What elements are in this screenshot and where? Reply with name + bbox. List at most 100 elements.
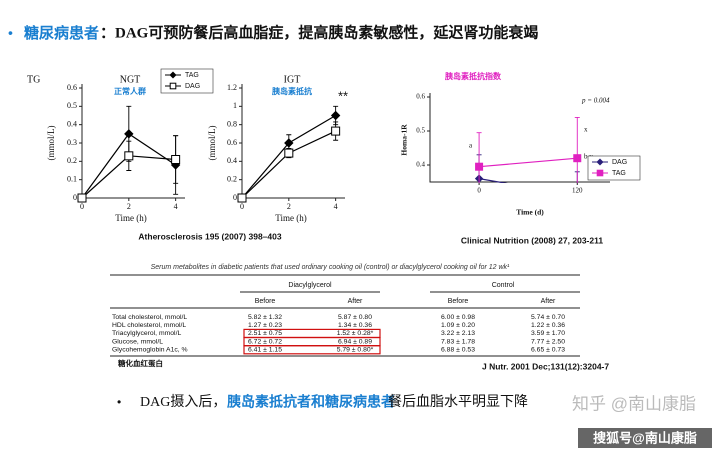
plot: [237, 105, 341, 203]
marker: [237, 193, 247, 203]
annotation: a: [469, 142, 473, 150]
x-tick-label: 0: [240, 202, 244, 211]
table-cell: 6.41 ± 1.15: [248, 347, 282, 354]
table-cell: 1.27 ± 0.23: [248, 322, 282, 329]
x-tick-label: 0: [477, 187, 481, 195]
table-cell: 1.09 ± 0.20: [441, 322, 475, 329]
marker: [77, 193, 87, 203]
row-label: Total cholesterol, mmol/L: [112, 314, 187, 321]
y-tick-label: 0.2: [227, 174, 237, 183]
table-cell: 5.74 ± 0.70: [531, 314, 565, 321]
marker: [573, 154, 582, 163]
legend-label: DAG: [612, 159, 627, 166]
table-cell: 6.72 ± 0.72: [248, 338, 282, 345]
marker: [124, 151, 134, 161]
plot: [77, 105, 181, 203]
y-tick-label: 0: [233, 193, 237, 202]
marker: [284, 148, 294, 158]
row-label: HDL cholesterol, mmol/L: [112, 322, 186, 329]
marker: [169, 71, 177, 79]
legend-box: [587, 155, 641, 181]
y-tick-label: 0.4: [67, 119, 77, 128]
table-cell: 3.22 ± 2.13: [441, 330, 475, 337]
source: J Nutr. 2001 Dec;131(12):3204-7: [482, 361, 609, 371]
watermark: 知乎 @南山康脂: [572, 394, 696, 413]
bullet: •: [8, 25, 13, 41]
watermark-bg: [578, 428, 712, 448]
marker: [171, 155, 181, 164]
footer-lead: DAG摄入后，: [140, 394, 226, 410]
chart-subtitle: 胰岛素抵抗: [272, 86, 312, 96]
header-text: ：DAG可预防餐后高血脂症，提高胰岛素敏感性，延迟肾功能衰竭: [100, 23, 538, 41]
marker: [330, 110, 341, 121]
y-tick-label: 0.3: [67, 138, 77, 147]
group-header: Diacylglycerol: [288, 282, 332, 289]
axis: [429, 93, 610, 183]
footer-highlight: 胰岛素抵抗者和糖尿病患者: [227, 394, 395, 410]
marker: [331, 126, 341, 136]
highlight-box: [243, 345, 381, 355]
marker: [596, 169, 604, 177]
row-label: Glucose, mmol/L: [112, 338, 163, 345]
x-label: Time (d): [516, 208, 544, 217]
axis: [81, 84, 185, 199]
x-tick-label: 0: [80, 202, 84, 211]
annotation: x: [584, 126, 588, 134]
source: Clinical Nutrition (2008) 27, 203-211: [461, 235, 603, 245]
x-tick-label: 120: [572, 187, 583, 195]
y-tick-label: 0.1: [67, 174, 77, 183]
x-tick-label: 2: [287, 202, 291, 211]
chart-subtitle: 正常人群: [114, 86, 146, 96]
y-label: (mmol/L): [46, 126, 56, 161]
x-tick-label: 4: [174, 202, 178, 211]
marker: [284, 138, 294, 148]
series-line: [479, 157, 578, 168]
table-cell: 7.77 ± 2.50: [531, 338, 565, 345]
legend-box: [160, 68, 214, 94]
marker: [475, 162, 484, 171]
y-tick-label: 0: [73, 193, 77, 202]
y-tick-label: 0.6: [416, 93, 425, 101]
chart-title: NGT: [120, 74, 141, 85]
y-tick-label: 1.2: [227, 83, 237, 92]
bullet: •: [117, 395, 121, 409]
y-tick-label: 0.5: [416, 127, 425, 135]
table-cell: 1.22 ± 0.36: [531, 322, 565, 329]
marker: [169, 82, 177, 90]
row-label: Triacylglycerol, mmol/L: [112, 330, 181, 337]
table-cell: 1.34 ± 0.36: [338, 322, 372, 329]
table-cell: 6.00 ± 0.98: [441, 314, 475, 321]
table: Serum metabolites in diabetic patients t…: [110, 264, 609, 371]
table-cell: 7.83 ± 1.78: [441, 338, 475, 345]
table-cell: 6.88 ± 0.53: [441, 347, 475, 354]
marker: [596, 158, 604, 166]
table-cell: 3.59 ± 1.70: [531, 330, 565, 337]
y-tick-label: 0.8: [227, 119, 237, 128]
x-label: Time (h): [115, 213, 146, 223]
header-highlight: 糖尿病患者: [24, 24, 99, 42]
marker: [124, 129, 134, 139]
table-cell: 6.65 ± 0.73: [531, 347, 565, 354]
row-label: Glycohemoglobin A1c, %: [112, 347, 188, 354]
table-cell: 5.82 ± 1.32: [248, 314, 282, 321]
group-header: Control: [492, 282, 515, 289]
y-tick-label: 0.4: [227, 156, 237, 165]
source: Atherosclerosis 195 (2007) 398–403: [138, 231, 281, 241]
legend-label: TAG: [612, 170, 626, 177]
table-cell: 1.52 ± 0.28*: [337, 330, 374, 337]
plot: [474, 116, 582, 183]
x-tick-label: 4: [334, 202, 338, 211]
y-label: (mmol/L): [207, 126, 217, 161]
footer-text: 餐后血脂水平明显下降: [388, 394, 528, 410]
significance: **: [338, 88, 348, 103]
table-cell: 5.87 ± 0.80: [338, 314, 372, 321]
series-line: [478, 178, 509, 183]
table-cell: 6.94 ± 0.89: [338, 338, 372, 345]
table-note: 糖化血红蛋白: [118, 358, 163, 368]
column-header: After: [348, 298, 363, 305]
table-cell: 2.51 ± 0.75: [248, 330, 282, 337]
y-tick-label: 0.4: [416, 161, 425, 169]
chart-title: 胰岛素抵抗指数: [445, 71, 502, 81]
y-tick-label: 0.6: [227, 138, 237, 147]
